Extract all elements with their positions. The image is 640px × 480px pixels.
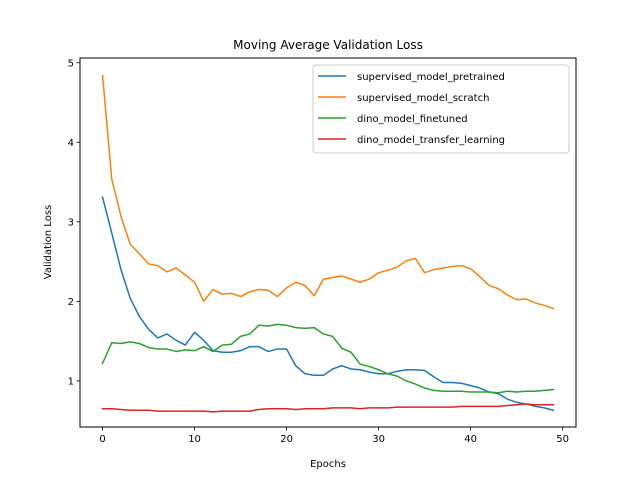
x-tick-label: 30 bbox=[372, 434, 385, 445]
y-tick-label: 5 bbox=[68, 58, 74, 69]
x-tick-label: 40 bbox=[464, 434, 477, 445]
y-tick-label: 1 bbox=[68, 376, 74, 387]
legend: supervised_model_pretrained supervised_mo… bbox=[312, 64, 570, 154]
y-tick-label: 3 bbox=[68, 217, 74, 228]
y-axis: 1 2 3 4 5 bbox=[68, 58, 80, 387]
series-line-dino-model-transfer-learning bbox=[101, 403, 555, 413]
series-line-supervised-model-pretrained bbox=[101, 196, 555, 412]
plot-area bbox=[101, 74, 555, 413]
x-tick-label: 0 bbox=[99, 434, 105, 445]
y-axis-label: Validation Loss bbox=[43, 205, 54, 280]
x-axis-label: Epochs bbox=[310, 459, 346, 470]
axes-frame bbox=[79, 57, 577, 428]
x-tick-label: 50 bbox=[556, 434, 569, 445]
y-tick-label: 2 bbox=[68, 297, 74, 308]
y-tick-label: 4 bbox=[68, 138, 74, 149]
chart-title: Moving Average Validation Loss bbox=[233, 38, 423, 52]
x-tick-label: 20 bbox=[280, 434, 293, 445]
x-axis: 0 10 20 30 40 50 bbox=[99, 427, 569, 445]
legend-label: dino_model_transfer_learning bbox=[357, 135, 505, 146]
legend-box bbox=[312, 64, 570, 154]
series-line-supervised-model-scratch bbox=[101, 74, 555, 310]
x-tick-label: 10 bbox=[188, 434, 201, 445]
legend-label: supervised_model_pretrained bbox=[357, 72, 505, 83]
series-line-dino-model-finetuned bbox=[101, 323, 555, 394]
legend-label: supervised_model_scratch bbox=[357, 93, 489, 104]
legend-label: dino_model_finetuned bbox=[357, 114, 468, 125]
